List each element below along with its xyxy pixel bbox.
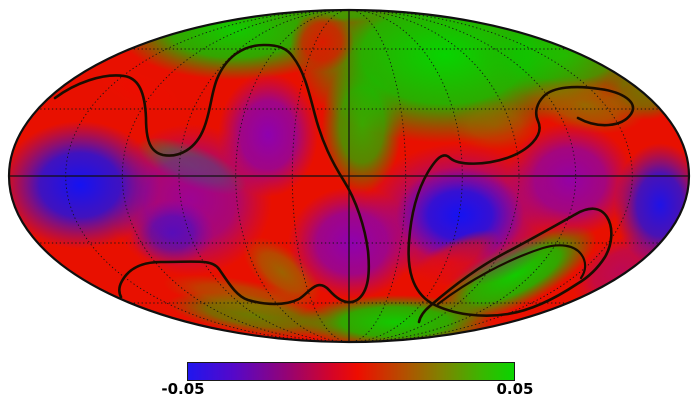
colorbar-min-label: -0.05	[161, 380, 205, 398]
contour-east	[407, 85, 635, 324]
map-fill-layer	[9, 10, 689, 342]
map-outline	[7, 8, 691, 344]
mollweide-sky-map	[7, 8, 691, 344]
colorbar-max-label: 0.05	[496, 380, 534, 398]
contour-west	[53, 43, 371, 306]
contour-stripe-inner	[436, 244, 587, 306]
colorbar-gradient-bar	[188, 363, 514, 380]
graticule-solid-lines	[9, 10, 689, 342]
contour-layer	[53, 43, 635, 324]
colorbar	[187, 362, 515, 381]
